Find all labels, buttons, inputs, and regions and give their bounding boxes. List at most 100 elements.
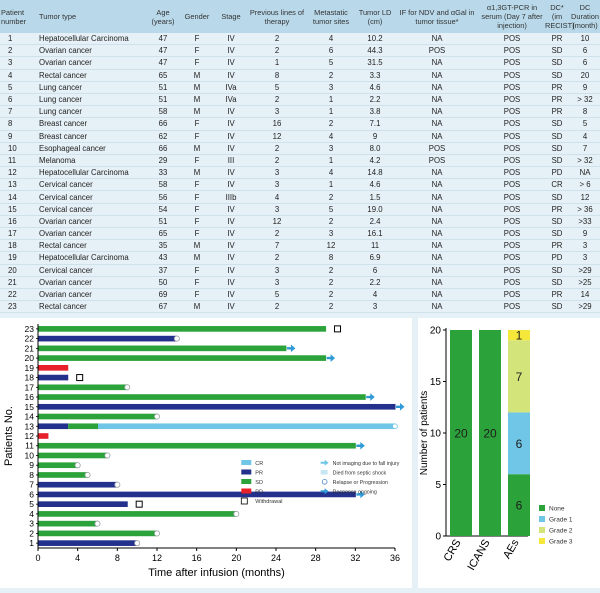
table-cell: 9	[570, 81, 600, 94]
table-cell: POS	[394, 154, 480, 168]
table-cell: F	[180, 203, 214, 216]
table-cell: 10	[0, 142, 38, 155]
table-cell: IVa	[214, 93, 248, 107]
table-cell: 9	[570, 227, 600, 241]
x-tick-label: 28	[311, 553, 321, 563]
table-row: 21 Ovarian cancer 50 F IV 3 2 2.2 NA POS SD >25	[0, 276, 600, 289]
y-tick-label: 7	[29, 480, 34, 490]
table-cell: 2	[248, 93, 306, 107]
table-cell: PR	[544, 288, 570, 302]
legend-label: Grade 2	[549, 528, 573, 535]
table-row: 17 Ovarian cancer 65 F IV 2 3 16.1 NA POS SD 9	[0, 227, 600, 241]
bar-segment	[38, 530, 158, 537]
ongoing-arrow	[356, 441, 365, 450]
death-marker	[392, 423, 398, 430]
table-cell: NA	[394, 69, 480, 82]
table-cell: 66	[146, 117, 180, 131]
table-cell: 9	[356, 130, 394, 143]
table-cell: POS	[480, 227, 544, 241]
table-cell: 58	[146, 178, 180, 192]
table-cell: POS	[480, 130, 544, 143]
bar-segment	[38, 365, 69, 371]
table-cell: 2	[248, 44, 306, 58]
y-tick-label: 17	[25, 382, 35, 392]
table-row: 2 Ovarian cancer 47 F IV 2 6 44.3 POS POS SD 6	[0, 44, 600, 58]
table-cell: NA	[394, 264, 480, 277]
table-cell: F	[180, 44, 214, 58]
withdrawal-marker	[135, 500, 143, 508]
data-label: 20	[454, 427, 468, 441]
table-cell: 2	[248, 251, 306, 265]
ongoing-arrow	[356, 490, 365, 499]
bar-segment	[38, 326, 327, 332]
patient-table: Patient number Tumor type Age (years) Gende…	[0, 0, 600, 314]
legend-label: Grade 3	[549, 539, 573, 546]
table-cell: 16.1	[356, 227, 394, 241]
table-row: 14 Cervical cancer 56 F IIIb 4 2 1.5 NA POS SD 12	[0, 190, 600, 204]
bar-segment	[98, 423, 396, 430]
table-cell: POS	[480, 154, 544, 168]
table-cell: M	[180, 251, 214, 265]
bar-segment	[38, 374, 69, 381]
legend-swatch	[241, 488, 252, 494]
table-cell: 6	[570, 44, 600, 58]
bar-segment	[68, 423, 98, 430]
table-cell: 3	[248, 178, 306, 192]
table-cell: 2.4	[356, 215, 394, 229]
table-cell: 12	[306, 239, 356, 253]
table-cell: 18	[0, 239, 38, 253]
table-cell: 19.0	[356, 203, 394, 216]
table-cell: 43	[146, 251, 180, 265]
table-cell: IV	[214, 276, 248, 289]
legend-swatch	[241, 479, 252, 484]
x-tick-label: 16	[192, 553, 202, 563]
y-tick-label: 6	[29, 489, 34, 499]
bar-segment	[38, 433, 49, 439]
legend-label: PR	[255, 471, 263, 477]
table-cell: 20	[570, 69, 600, 82]
x-tick-label: 4	[75, 553, 80, 563]
table-cell: 2	[248, 227, 306, 241]
bar-segment	[38, 345, 287, 352]
table-cell: NA	[394, 93, 480, 107]
table-cell: POS	[394, 44, 480, 58]
table-cell: 4	[306, 130, 356, 143]
table-cell: POS	[480, 166, 544, 180]
table-cell: 2	[306, 264, 356, 277]
table-cell: IV	[214, 105, 248, 119]
legend-symbol	[320, 459, 329, 466]
table-cell: POS	[480, 81, 544, 94]
table-cell: NA	[394, 276, 480, 289]
data-label: 20	[483, 427, 497, 441]
table-cell: NA	[570, 166, 600, 180]
ongoing-arrow	[366, 393, 375, 401]
relapse-marker	[134, 540, 141, 547]
legend-swatch	[241, 460, 252, 465]
table-cell: NA	[394, 166, 480, 180]
table-cell: 3	[570, 239, 600, 253]
swimmer-plot-svg: 0 4 8 12 16 20 24 28 32 3612345678910111213141516…	[0, 318, 412, 588]
y-tick-label: 12	[25, 431, 35, 441]
adverse-events-chart: 0 5 10 15 20 Number of patients 20 CRS 20 ICANS 6 6…	[418, 318, 600, 593]
relapse-marker	[173, 335, 180, 342]
x-tick-label: 24	[271, 553, 281, 563]
table-cell: 19	[0, 251, 38, 265]
table-cell: Hepatocellular Carcinoma	[38, 33, 146, 46]
table-cell: 3	[248, 166, 306, 180]
table-cell: > 32	[570, 93, 600, 107]
table-cell: Hepatocellular Carcinoma	[38, 166, 146, 180]
table-cell: 47	[146, 56, 180, 70]
legend-symbol	[240, 497, 248, 505]
table-cell: Lung cancer	[38, 81, 146, 94]
table-cell: 44.3	[356, 44, 394, 58]
table-cell: Hepatocellular Carcinoma	[38, 251, 146, 265]
table-cell: IV	[214, 69, 248, 82]
table-cell: PR	[544, 203, 570, 216]
table-header: Patient number Tumor type Age (years) Gende…	[0, 0, 600, 33]
table-cell: M	[180, 239, 214, 253]
table-cell: 31.5	[356, 56, 394, 70]
table-cell: 4	[0, 69, 38, 82]
table-cell: F	[180, 215, 214, 229]
table-cell: IV	[214, 227, 248, 241]
